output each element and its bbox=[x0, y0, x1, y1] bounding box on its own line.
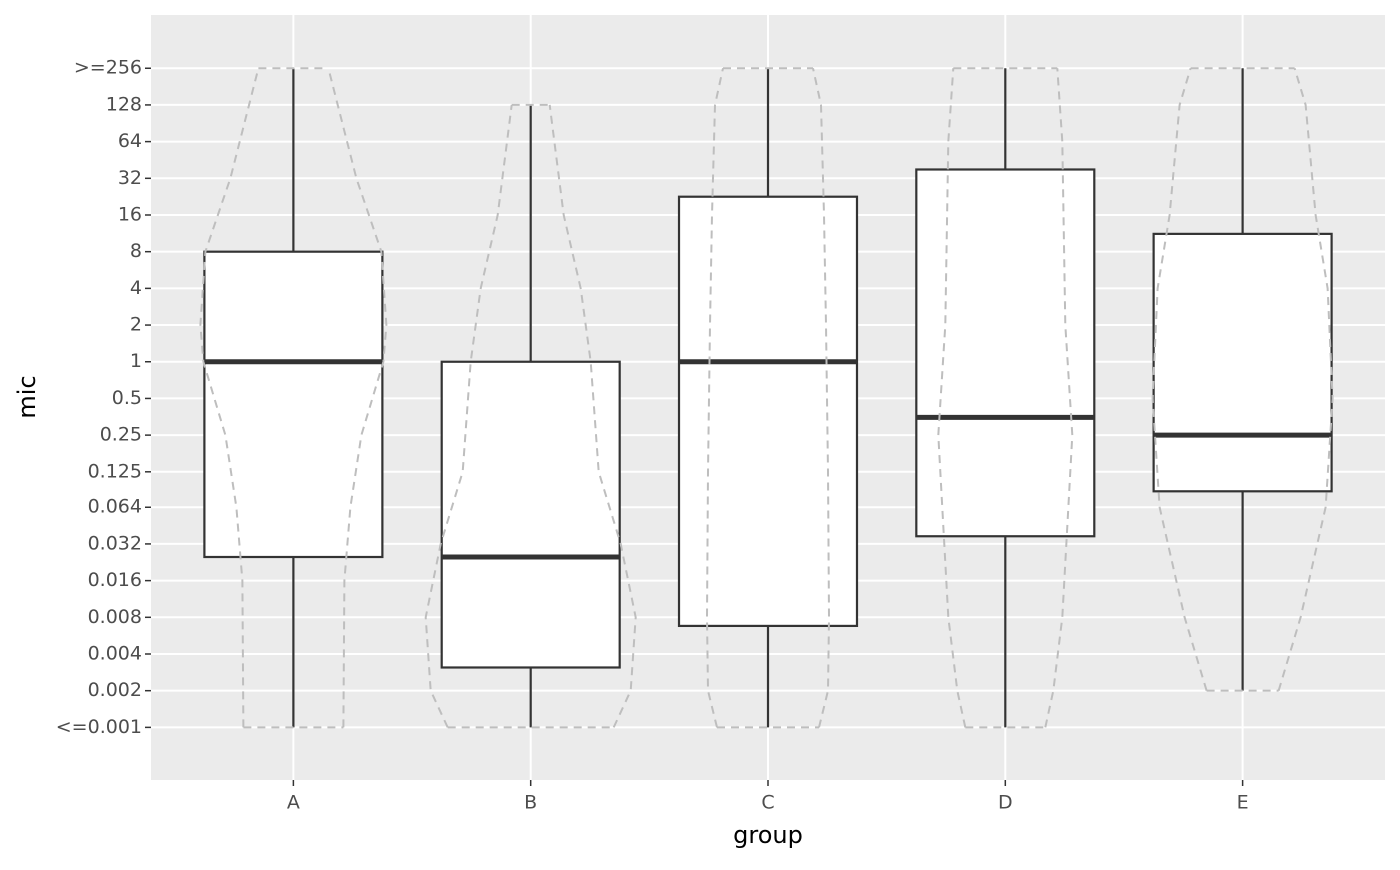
y-tick-label: 0.25 bbox=[100, 424, 142, 446]
x-tick-label: B bbox=[524, 792, 537, 814]
y-tick-label: 0.016 bbox=[88, 569, 142, 591]
x-tick-label: E bbox=[1237, 792, 1249, 814]
x-axis-title: group bbox=[733, 821, 803, 849]
y-tick-label: 0.125 bbox=[88, 460, 142, 482]
y-tick-label: 4 bbox=[130, 277, 142, 299]
y-tick-label: 32 bbox=[118, 167, 142, 189]
box bbox=[440, 360, 621, 669]
violin-left bbox=[199, 67, 260, 728]
y-tick-label: <=0.001 bbox=[56, 716, 142, 738]
y-tick-label: 16 bbox=[118, 203, 142, 225]
y-tick-label: 1 bbox=[130, 350, 142, 372]
violin-right bbox=[327, 67, 388, 728]
violin-right bbox=[1277, 67, 1334, 691]
violin-left bbox=[705, 68, 724, 728]
violin-left bbox=[1151, 67, 1208, 691]
box bbox=[915, 168, 1096, 538]
y-tick-label: 128 bbox=[106, 93, 142, 115]
y-tick-label: 0.032 bbox=[88, 532, 142, 554]
x-tick-label: D bbox=[998, 792, 1013, 814]
y-axis-title: mic bbox=[13, 375, 41, 418]
y-tick-label: 2 bbox=[130, 314, 142, 336]
y-tick-label: 0.064 bbox=[88, 496, 142, 518]
y-tick-label: 8 bbox=[130, 240, 142, 262]
axes: <=0.001 0.002 0.004 0.008 0.016 0.032 0.064 0.1… bbox=[56, 57, 1249, 814]
marks bbox=[199, 67, 1334, 729]
y-tick-label: >=256 bbox=[74, 57, 142, 79]
y-tick-label: 0.008 bbox=[88, 606, 142, 628]
violin-right bbox=[812, 68, 831, 728]
box bbox=[1152, 232, 1333, 493]
box bbox=[677, 195, 859, 628]
y-tick-label: 64 bbox=[118, 130, 142, 152]
y-tick-label: 0.004 bbox=[88, 642, 142, 664]
y-tick-label: 0.5 bbox=[112, 387, 142, 409]
box bbox=[203, 250, 384, 559]
x-tick-label: A bbox=[287, 792, 300, 814]
x-tick-label: C bbox=[761, 792, 774, 814]
y-tick-label: 0.002 bbox=[88, 679, 142, 701]
